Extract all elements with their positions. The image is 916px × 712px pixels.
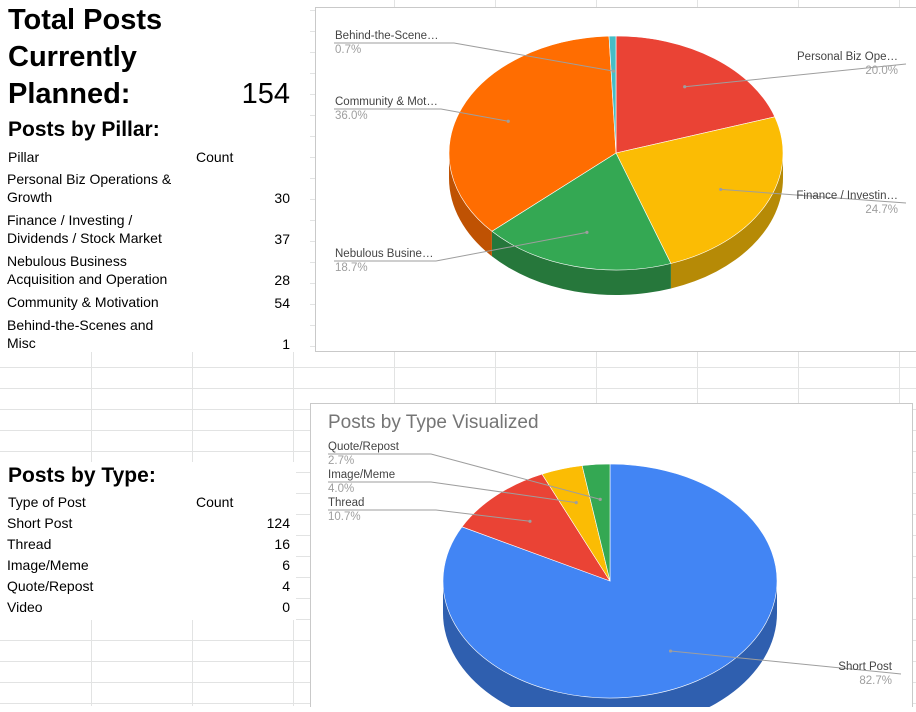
type-row-count[interactable]: 16 (274, 536, 290, 552)
pillar-slice-label: Personal Biz Ope… (797, 51, 898, 63)
type-slice-pct: 82.7% (859, 675, 892, 687)
type-chart-title: Posts by Type Visualized (328, 412, 539, 433)
pillar-row-count[interactable]: 1 (282, 336, 290, 352)
type-row-count[interactable]: 6 (282, 557, 290, 573)
pillar-pie-chart[interactable]: Personal Biz Ope… 20.0% Finance / Investin… (315, 7, 916, 352)
type-slice-label: Short Post (838, 661, 892, 673)
pillar-row-label[interactable]: Community & Motivation (7, 294, 159, 310)
pillar-slice[interactable] (608, 35, 617, 154)
type-row-label[interactable]: Image/Meme (7, 557, 89, 573)
pillar-area-bg (0, 0, 310, 352)
type-leader-line (328, 453, 601, 500)
pillar-row-label[interactable]: Behind-the-Scenes and (7, 317, 154, 333)
type-leader-line (670, 650, 902, 675)
type-slice-label: Thread (328, 497, 364, 509)
pillar-leader-dot (683, 85, 687, 89)
count-col-header: Count (196, 149, 234, 165)
type-row-label[interactable]: Thread (7, 536, 52, 552)
pillar-row-count[interactable]: 37 (274, 231, 290, 247)
pillar-leader-line (720, 188, 907, 204)
pillar-slice-label: Community & Mot… (335, 96, 438, 108)
type-slice-pct: 2.7% (328, 455, 354, 467)
pillar-slice-pct: 18.7% (335, 262, 368, 274)
pillar-slice-side (491, 231, 671, 295)
type-row-label[interactable]: Quote/Repost (7, 578, 94, 594)
type-slice-label: Quote/Repost (328, 441, 400, 453)
pillar-slice[interactable] (491, 152, 672, 271)
type-count-col-header: Count (196, 494, 234, 510)
type-heading: Posts by Type: (8, 464, 156, 487)
pillar-slice-side (449, 153, 492, 257)
pillar-leader-line (334, 42, 614, 72)
type-col-header: Type of Post (8, 494, 86, 510)
pillar-row-label[interactable]: Nebulous Business (7, 253, 127, 269)
pillar-row-label-cont: Acquisition and Operation (7, 271, 168, 287)
pillar-heading: Posts by Pillar: (8, 118, 160, 141)
pillar-row-count[interactable]: 28 (274, 272, 290, 288)
pillar-row-label[interactable]: Finance / Investing / (7, 212, 133, 228)
type-pie-chart[interactable]: Posts by Type Visualized Short Post 82.7%… (310, 403, 913, 712)
pillar-slice[interactable] (615, 35, 776, 154)
type-leader-dot (668, 649, 673, 653)
pillar-slice-pct: 0.7% (335, 44, 361, 56)
type-row-label[interactable]: Short Post (7, 515, 73, 531)
pillar-slice-label: Behind-the-Scene… (335, 30, 439, 42)
total-title-line3: Planned: (8, 78, 131, 110)
type-leader-line (328, 481, 577, 504)
pillar-leader-line (684, 63, 907, 88)
type-pie-svg: Posts by Type Visualized Short Post 82.7%… (328, 412, 902, 712)
pillar-slice[interactable] (448, 35, 617, 232)
total-count[interactable]: 154 (241, 78, 290, 110)
type-row-count[interactable]: 124 (266, 515, 290, 531)
pillar-leader-line (334, 108, 509, 122)
pillar-row-count[interactable]: 30 (274, 190, 290, 206)
type-leader-dot (574, 500, 578, 505)
type-row-count[interactable]: 0 (282, 599, 290, 615)
pillar-leader-dot (719, 187, 723, 192)
pillar-leader-dot (506, 119, 510, 123)
type-row-label[interactable]: Video (7, 599, 43, 615)
pillar-slice-pct: 20.0% (865, 65, 898, 77)
type-leader-line (328, 509, 531, 522)
pillar-row-label-cont: Dividends / Stock Market (7, 230, 162, 246)
type-slice[interactable] (581, 463, 611, 582)
type-leader-dot (528, 519, 532, 523)
total-title-line1: Total Posts (8, 4, 163, 36)
type-slice[interactable] (461, 473, 611, 582)
type-slice-pct: 10.7% (328, 511, 361, 523)
pillar-leader-dot (585, 230, 589, 234)
pillar-slice-label: Nebulous Busine… (335, 248, 433, 260)
type-slice-pct: 4.0% (328, 483, 354, 495)
pillar-slice-pct: 36.0% (335, 110, 368, 122)
pillar-row-label-cont: Misc (7, 335, 36, 351)
type-slice-label: Image/Meme (328, 469, 395, 481)
pillar-pie-svg: Personal Biz Ope… 20.0% Finance / Investin… (334, 30, 907, 295)
type-area-bg (0, 462, 296, 620)
type-leader-dot (598, 497, 602, 501)
total-title-line2: Currently (8, 41, 137, 73)
pillar-leader-dot (611, 69, 616, 73)
pillar-col-header: Pillar (8, 149, 40, 165)
pillar-row-count[interactable]: 54 (274, 295, 290, 311)
pillar-row-label-cont: Growth (7, 189, 53, 205)
pillar-slice-pct: 24.7% (865, 204, 898, 216)
pillar-slice-label: Finance / Investin… (796, 190, 898, 202)
pillar-row-label[interactable]: Personal Biz Operations & (7, 171, 172, 187)
pillar-leader-line (334, 231, 588, 262)
type-row-count[interactable]: 4 (282, 578, 290, 594)
pillar-slice[interactable] (615, 116, 784, 264)
